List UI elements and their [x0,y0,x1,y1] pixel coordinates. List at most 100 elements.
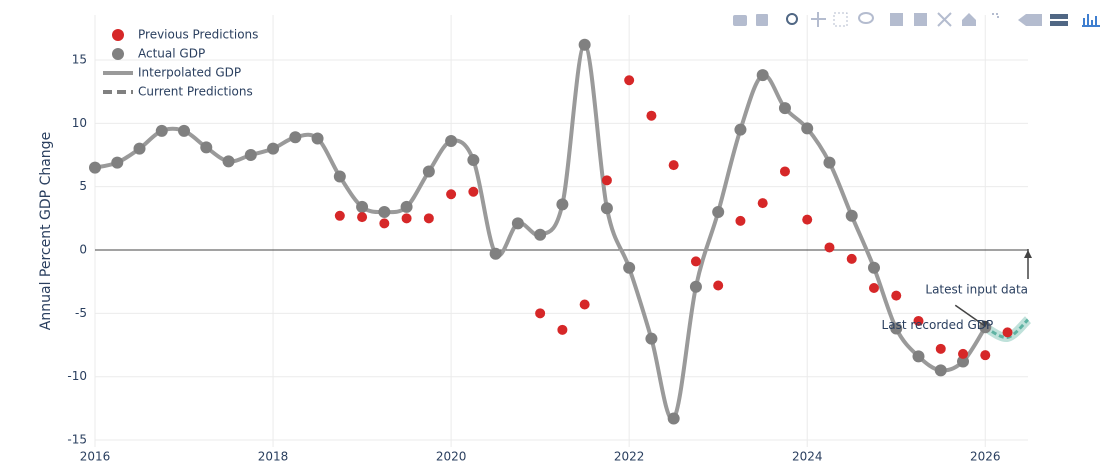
marker [356,200,369,213]
marker [400,200,413,213]
marker [713,280,724,291]
marker [557,324,568,335]
marker [378,205,391,218]
save-button[interactable] [756,14,768,26]
y-tick-label: -15 [67,433,87,447]
hover-closest-button[interactable] [1018,14,1042,26]
marker [645,332,658,345]
marker [958,348,969,359]
legend-label: Actual GDP [138,47,205,61]
marker [668,160,679,171]
y-tick-label: 10 [72,116,87,130]
marker [178,124,191,137]
legend-label: Previous Predictions [138,28,258,42]
prediction-line [984,318,1030,339]
marker [624,75,635,86]
marker [311,132,324,145]
reset-button[interactable] [962,13,976,26]
select-button[interactable] [833,12,848,27]
y-tick-label: -10 [67,369,87,383]
marker [600,202,613,215]
marker [578,38,591,51]
marker [712,205,725,218]
annotation-text: Last recorded GDP [882,318,994,332]
x-tick-label: 2024 [792,450,823,464]
zoom-out-button[interactable] [914,13,927,26]
marker [734,123,747,136]
marker [912,350,925,363]
autoscale-button[interactable] [937,12,952,27]
x-tick-label: 2026 [970,450,1001,464]
annotation-arrowhead [981,320,989,328]
marker [757,198,768,209]
hover-compare-button[interactable] [1050,14,1068,26]
zoom-in-button[interactable] [890,13,903,26]
marker [535,308,546,319]
y-tick-label: -5 [75,306,87,320]
marker [133,142,146,155]
marker [489,247,502,260]
marker [89,161,101,174]
marker [845,209,858,222]
pan-button[interactable] [811,12,826,27]
plotly-logo[interactable] [1082,14,1100,27]
marker [891,290,902,301]
marker [200,141,213,154]
marker [556,198,569,211]
marker [111,156,124,169]
lasso-button[interactable] [858,12,874,24]
legend-label: Interpolated GDP [138,66,241,80]
y-tick-label: 15 [72,52,87,66]
marker [935,343,946,354]
marker [802,214,813,225]
x-tick-label: 2020 [436,450,467,464]
marker [244,148,257,161]
marker [422,165,435,178]
marker [890,322,903,335]
marker [401,213,412,224]
marker [913,315,924,326]
marker [689,280,702,293]
marker [222,155,235,168]
marker [824,242,835,253]
marker [690,256,701,267]
marker [579,299,590,310]
plot-area: 2016 2018 2020 2022 2024 2026 -15 -10 -5 0 5 10 15 An… [38,15,1028,464]
camera-button[interactable] [733,15,747,26]
zoom-button[interactable] [786,13,798,25]
marker [756,69,769,82]
marker [868,283,879,294]
marker [980,350,991,361]
legend-marker [112,29,124,41]
marker [623,261,636,274]
annotation-arrow [954,304,986,327]
marker [333,170,346,183]
marker [779,166,790,177]
marker [445,135,458,148]
marker [846,253,857,264]
annotation-arrowhead [1024,250,1032,259]
legend-marker [112,48,124,60]
marker [867,261,880,274]
spike-button[interactable] [992,13,999,18]
marker [267,142,280,155]
marker [289,131,302,144]
x-tick-label: 2016 [80,450,111,464]
marker [334,210,345,221]
marker [778,102,791,115]
marker [534,228,547,241]
y-tick-label: 5 [79,179,87,193]
marker [601,175,612,186]
marker [423,213,434,224]
marker [667,412,680,425]
marker [823,156,836,169]
y-axis-title: Annual Percent GDP Change [38,132,54,330]
marker [155,124,168,137]
annotation-text: Latest input data [925,283,1028,297]
marker [646,110,657,121]
marker [934,364,947,377]
modebar [733,12,1100,27]
marker [511,217,524,230]
x-tick-label: 2022 [614,450,645,464]
